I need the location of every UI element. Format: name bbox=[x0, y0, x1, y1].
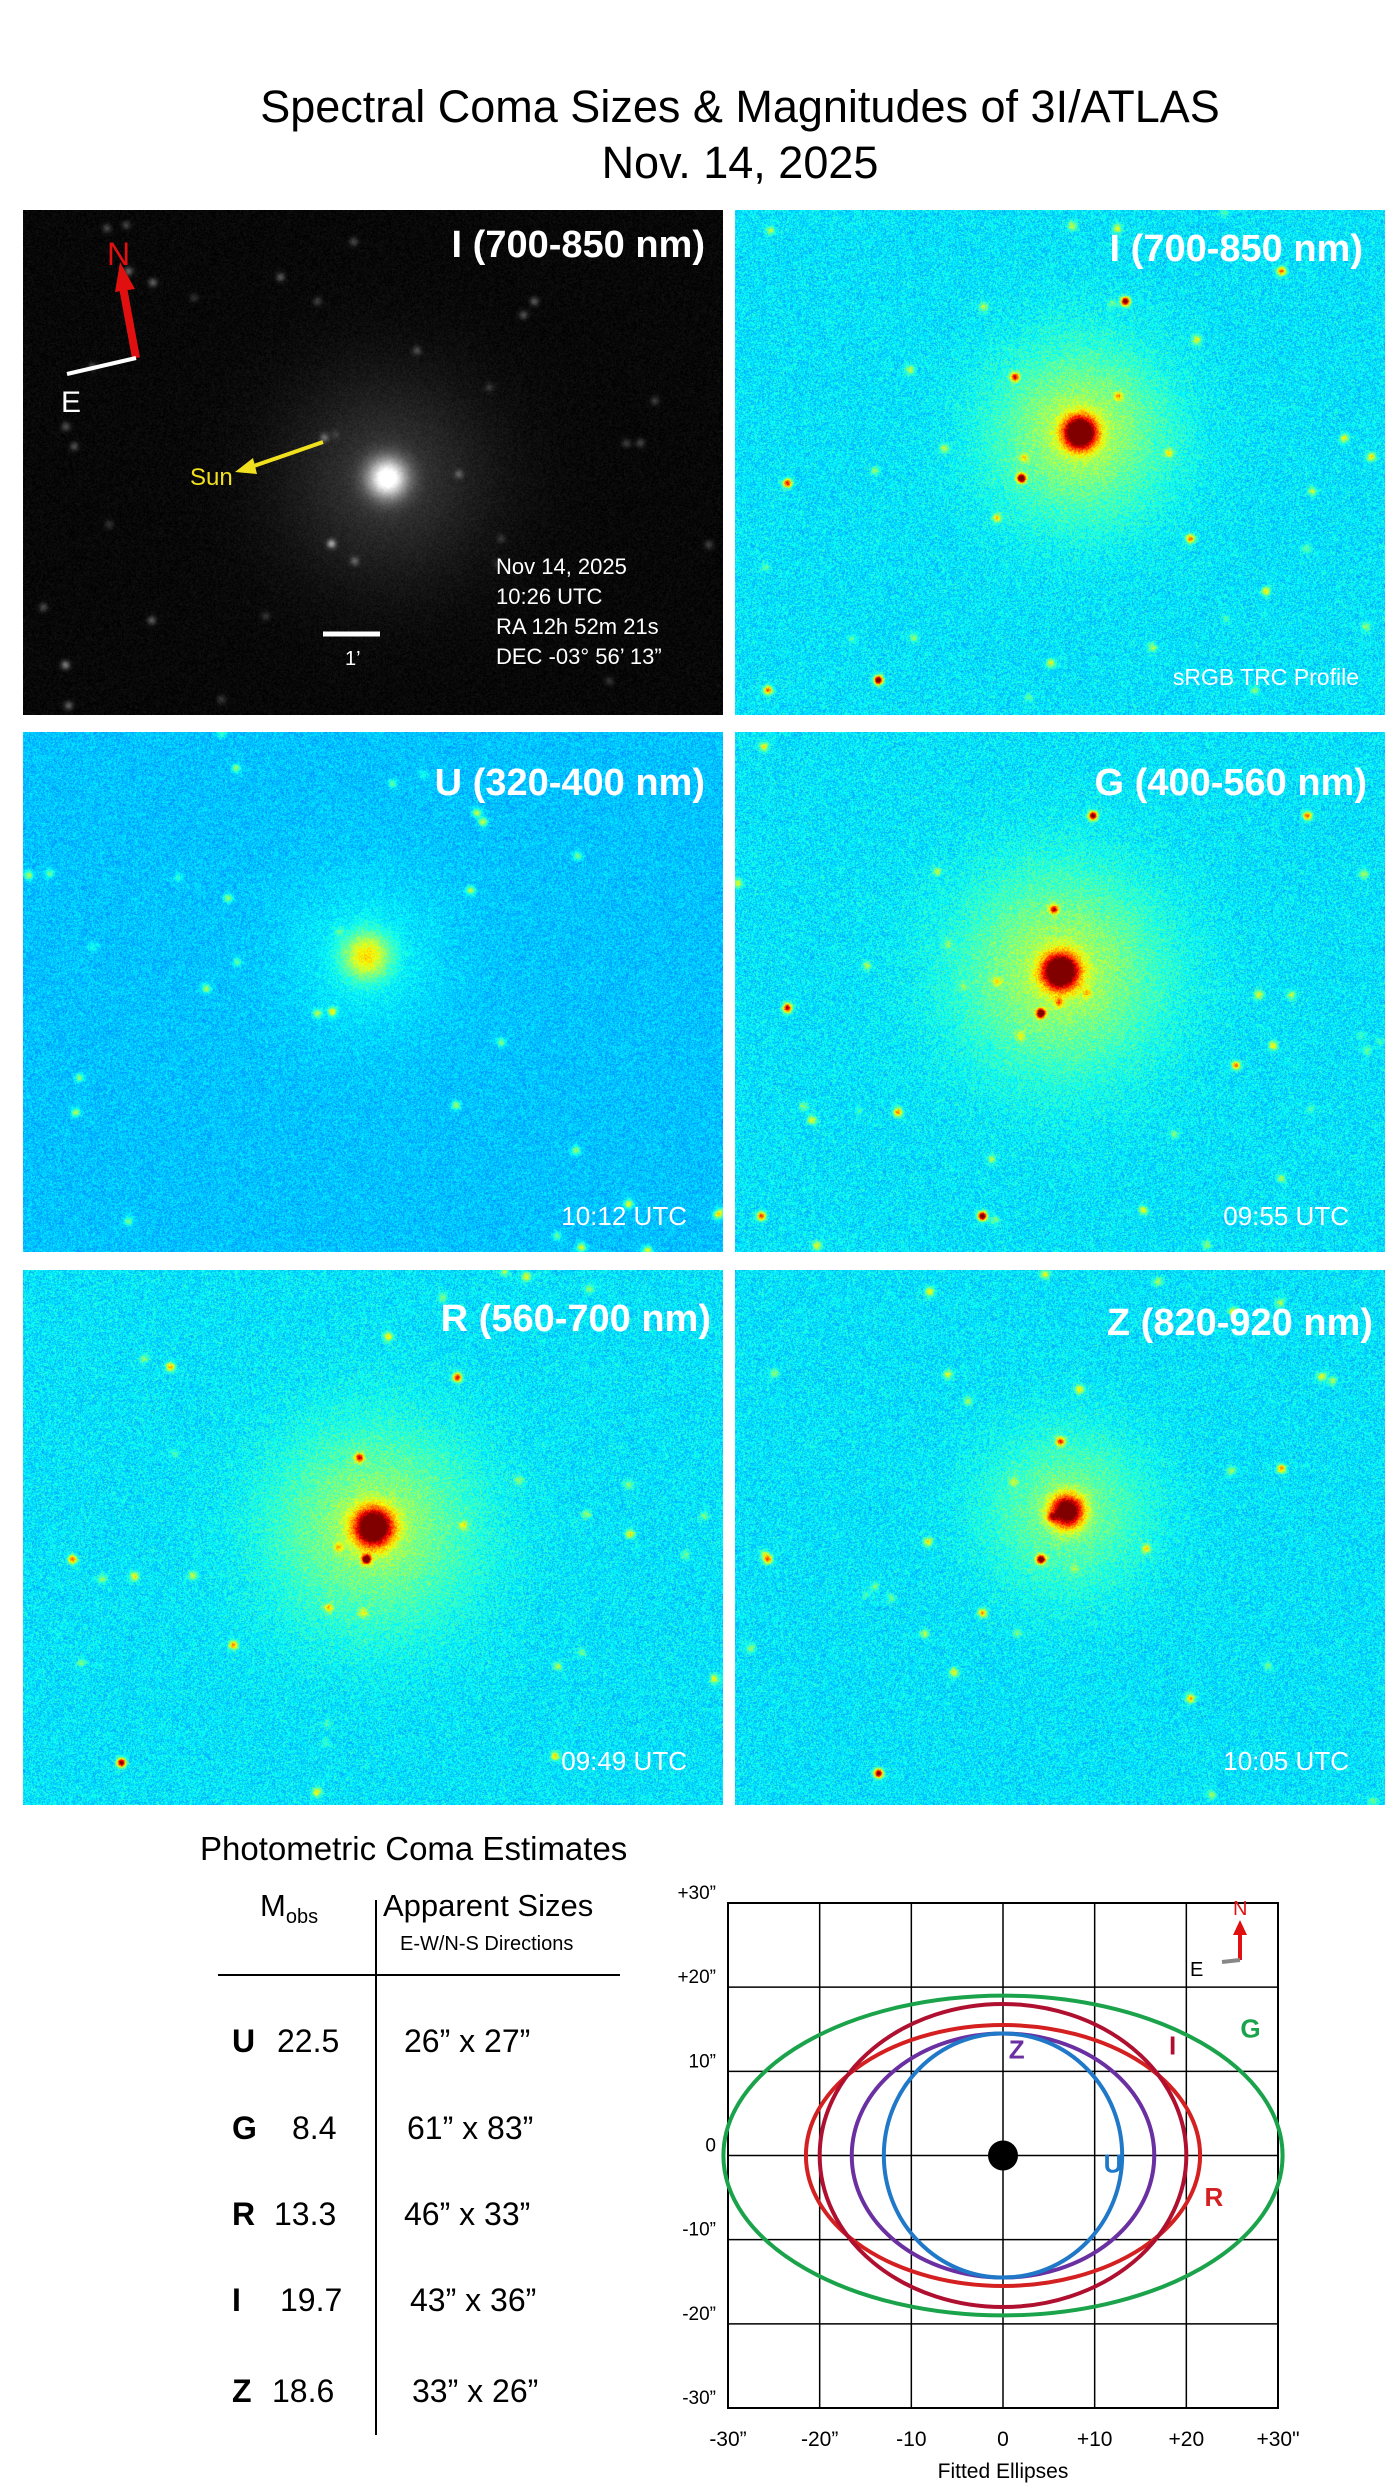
mobs-sub: obs bbox=[285, 1906, 319, 1929]
image-panel-i-grayscale: I (700-850 nm) N E Sun 1’ Nov 14, 2025 1… bbox=[23, 210, 723, 715]
panel-time: 09:49 UTC bbox=[561, 1746, 687, 1776]
panel-label: I (700-850 nm) bbox=[1109, 228, 1363, 270]
x-tick-label: 0 bbox=[997, 2428, 1009, 2451]
north-arrow-head bbox=[115, 262, 135, 292]
table-heading: Photometric Coma Estimates bbox=[200, 1830, 628, 1867]
sun-arrow bbox=[247, 440, 324, 470]
info-time: 10:26 UTC bbox=[496, 584, 603, 609]
panel-time: 10:05 UTC bbox=[1223, 1746, 1349, 1776]
y-tick-label: -30” bbox=[682, 2388, 716, 2409]
table-row: I 19.7 43” x 36” bbox=[232, 2282, 537, 2318]
table-row: R 13.3 46” x 33” bbox=[232, 2196, 531, 2232]
x-tick-label: -20” bbox=[801, 2428, 838, 2451]
y-tick-label: 10” bbox=[689, 2051, 716, 2072]
orientation-overlay bbox=[66, 262, 380, 637]
sizes-subheader: E-W/N-S Directions bbox=[400, 1933, 574, 1955]
page-title-line2: Nov. 14, 2025 bbox=[601, 137, 879, 188]
chart-ticks: -30” -20” -10 0 +10 +20 +30" +30” +20” 10” 0 -10” -2… bbox=[677, 1883, 1299, 2451]
chart-ellipse-labels: G R I Z U bbox=[1009, 2014, 1261, 2212]
chart-xlabel: Fitted Ellipses bbox=[938, 2460, 1069, 2483]
panel-time: 10:12 UTC bbox=[561, 1201, 687, 1231]
panel-label: G (400-560 nm) bbox=[1094, 762, 1367, 804]
sizes-header: Apparent Sizes bbox=[383, 1888, 594, 1923]
compass-east-line bbox=[1221, 1958, 1241, 1964]
x-tick-label: +10 bbox=[1077, 2428, 1113, 2451]
panel-time: 09:55 UTC bbox=[1223, 1201, 1349, 1231]
sun-label: Sun bbox=[190, 464, 233, 491]
y-tick-label: -20” bbox=[682, 2304, 716, 2325]
panel-label: Z (820-920 nm) bbox=[1106, 1302, 1373, 1344]
ellipse-u bbox=[881, 2031, 1125, 2280]
table-row: Z 18.6 33” x 26” bbox=[232, 2373, 539, 2409]
x-tick-label: +30" bbox=[1256, 2428, 1299, 2451]
y-tick-label: +20” bbox=[677, 1967, 716, 1988]
chart-ellipses bbox=[721, 1993, 1285, 2318]
table-row: G 8.4 61” x 83” bbox=[232, 2110, 534, 2146]
image-panel-g: G (400-560 nm) 09:55 UTC bbox=[735, 732, 1385, 1252]
ellipse-label-u: U bbox=[1104, 2148, 1123, 2178]
nucleus-point bbox=[988, 2140, 1018, 2171]
ellipse-label-z: Z bbox=[1009, 2035, 1025, 2065]
mobs-main: M bbox=[260, 1888, 286, 1923]
observation-info: Nov 14, 2025 10:26 UTC RA 12h 52m 21s DE… bbox=[496, 552, 662, 672]
panel-label: I (700-850 nm) bbox=[451, 224, 705, 266]
info-dec: DEC -03° 56’ 13” bbox=[496, 644, 662, 669]
panel-label: R (560-700 nm) bbox=[440, 1298, 711, 1340]
x-tick-label: -30” bbox=[709, 2428, 746, 2451]
y-tick-label: 0 bbox=[705, 2136, 716, 2157]
x-tick-label: -10 bbox=[896, 2428, 926, 2451]
ellipse-label-g: G bbox=[1240, 2014, 1260, 2044]
ellipse-i bbox=[817, 2002, 1189, 2309]
east-label: E bbox=[61, 386, 82, 419]
ellipse-label-r: R bbox=[1204, 2182, 1223, 2212]
compass-north-label: N bbox=[1233, 1898, 1247, 1920]
info-ra: RA 12h 52m 21s bbox=[496, 614, 659, 639]
east-line bbox=[66, 356, 137, 376]
ellipse-r bbox=[803, 2023, 1203, 2288]
chart-compass: N E bbox=[1190, 1898, 1247, 1981]
table-row: U 22.5 26” x 27” bbox=[232, 2023, 531, 2059]
y-tick-label: -10” bbox=[682, 2220, 716, 2241]
mobs-header: Mobs bbox=[260, 1888, 318, 1929]
chart-grid bbox=[727, 1902, 1279, 2409]
panel-caption: sRGB TRC Profile bbox=[1172, 664, 1359, 690]
panel-label: U (320-400 nm) bbox=[434, 762, 705, 804]
ellipse-label-i: I bbox=[1169, 2031, 1176, 2061]
info-date: Nov 14, 2025 bbox=[496, 554, 627, 579]
y-tick-label: +30” bbox=[677, 1883, 716, 1904]
north-label: N bbox=[107, 236, 131, 272]
compass-east-label: E bbox=[1190, 1959, 1203, 1981]
image-panel-u: U (320-400 nm) 10:12 UTC bbox=[23, 732, 723, 1252]
page-title-line1: Spectral Coma Sizes & Magnitudes of 3I/A… bbox=[260, 81, 1220, 132]
table-lines bbox=[218, 1900, 620, 2435]
ellipse-g bbox=[721, 1993, 1285, 2318]
scale-label: 1’ bbox=[345, 648, 361, 670]
compass-north-head bbox=[1233, 1920, 1247, 1935]
image-panel-i-false-color: I (700-850 nm) sRGB TRC Profile bbox=[735, 210, 1385, 715]
image-panel-r: R (560-700 nm) 09:49 UTC bbox=[23, 1270, 723, 1805]
x-tick-label: +20 bbox=[1169, 2428, 1205, 2451]
north-arrow bbox=[118, 281, 140, 359]
sun-arrow-head bbox=[235, 458, 257, 474]
image-panel-z: Z (820-920 nm) 10:05 UTC bbox=[735, 1270, 1385, 1805]
